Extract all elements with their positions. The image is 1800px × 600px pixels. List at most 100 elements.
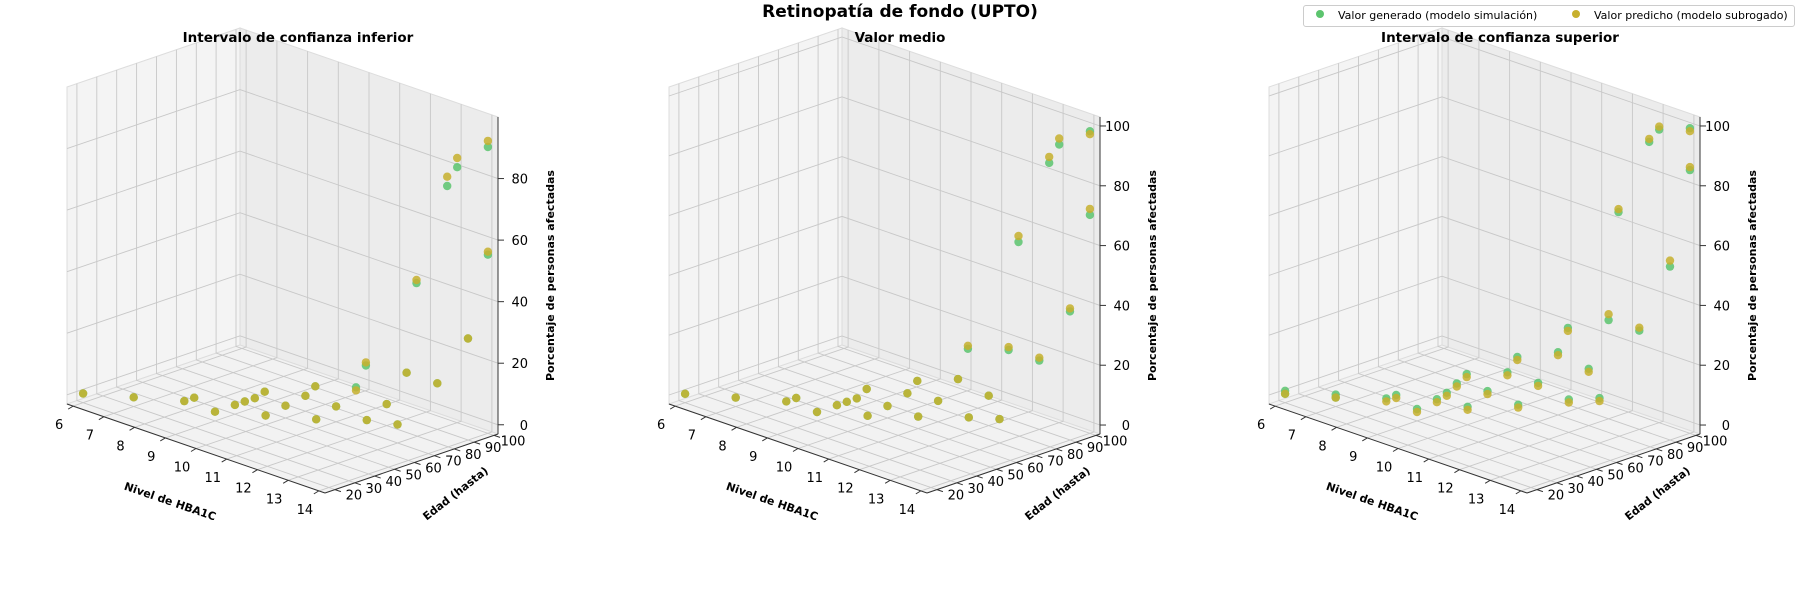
x-tick-label: 12 [1437,482,1454,497]
point-predicted [1604,310,1613,319]
point-predicted [1584,367,1593,376]
x-tick-mark [252,469,258,474]
x-axis-label: Nivel de HBA1C [122,480,217,524]
point-predicted [483,247,493,256]
y-tick-mark [354,482,361,486]
grid-z [668,275,1101,366]
z-axis-label: Porcentaje de personas afectadas [1746,170,1759,381]
z-tick-label: 80 [511,173,528,188]
point-predicted [963,341,973,350]
x-tick-mark [1362,437,1368,442]
point-predicted [281,401,290,410]
grid-x [318,114,493,492]
x-tick-mark [669,405,676,410]
grid-y [1298,76,1557,484]
grid-z [668,335,1101,426]
x-tick-label: 14 [1499,503,1516,518]
grid-z [66,150,499,241]
y-tick-mark [374,475,381,479]
grid-z [66,89,499,180]
grid-y [116,70,375,477]
grid-z [1268,275,1701,366]
grid-y [698,76,957,484]
y-tick-label: 20 [346,489,363,504]
grid-y [175,49,435,457]
y-tick-label: 50 [405,468,422,483]
z-tick-label: 80 [1113,180,1130,195]
point-generated [1604,315,1613,325]
x-tick-label: 7 [688,429,696,444]
y-tick-label: 100 [1103,434,1128,449]
grid-x [1336,51,1511,428]
grid-x [195,72,370,449]
point-predicted [863,411,872,420]
point-predicted [1331,393,1340,402]
x-tick-label: 8 [718,439,726,454]
y-tick-mark [394,468,401,472]
point-predicted [331,402,341,411]
point-predicted [190,393,199,402]
grid-y [156,56,415,463]
x-tick-mark [884,479,891,484]
x-axis-label: Nivel de HBA1C [724,480,819,524]
z-tick-label: 0 [1122,419,1130,434]
y-tick-mark [1536,489,1544,493]
grid-x [103,40,278,418]
x-tick-mark [1392,448,1399,452]
x-tick-label: 8 [116,439,124,454]
point-predicted [1564,398,1574,407]
point-predicted [782,397,791,406]
x-tick-mark [98,416,105,421]
grid-z [1268,335,1701,426]
point-predicted [1055,134,1064,143]
x-tick-mark [1454,469,1460,474]
point-predicted [1645,134,1654,144]
point-predicted [680,389,690,398]
y-tick-label: 20 [1548,489,1565,504]
y-tick-label: 20 [948,489,965,504]
figure-title: Retinopatía de fondo (UPTO) [762,2,1038,22]
y-tick-label: 80 [465,448,482,463]
y-tick-label: 100 [501,434,526,449]
grid-y [837,29,1097,436]
grid-x [226,83,401,460]
y-tick-label: 80 [1067,448,1084,463]
x-tick-label: 9 [749,450,757,465]
point-predicted [862,384,871,394]
y-tick-mark [1576,475,1583,479]
grid-x [257,93,431,471]
grid-y [76,83,336,491]
x-tick-label: 11 [806,471,823,486]
point-predicted [832,401,842,410]
point-predicted [483,136,493,146]
point-predicted [78,389,88,398]
grid-x [1367,61,1541,439]
point-predicted [842,397,851,406]
grid-y [718,70,977,477]
y-tick-mark [1636,455,1643,459]
x-tick-mark [854,469,860,474]
x-tick-label: 12 [235,482,252,497]
point-predicted [852,394,861,403]
x-tick-mark [792,448,799,452]
point-predicted [903,389,912,398]
x-tick-mark [1300,416,1307,421]
point-predicted [1035,353,1044,362]
z-axis-label: Porcentaje de personas afectadas [1146,170,1159,381]
z-axis-label: Porcentaje de personas afectadas [544,170,557,381]
grid-x [705,40,880,418]
point-predicted [250,394,259,403]
point-predicted [1462,372,1471,382]
point-predicted [1563,326,1573,336]
grid-x [72,30,247,407]
point-predicted [1045,152,1054,162]
x-tick-label: 9 [147,450,155,465]
grid-y [1377,49,1637,457]
z-tick-label: 60 [511,234,528,249]
y-tick-mark [1056,448,1063,452]
grid-z [668,36,1101,127]
point-generated [443,181,452,191]
y-tick-label: 100 [1703,434,1728,449]
grid-z [1268,215,1701,306]
pane-left [668,27,843,405]
